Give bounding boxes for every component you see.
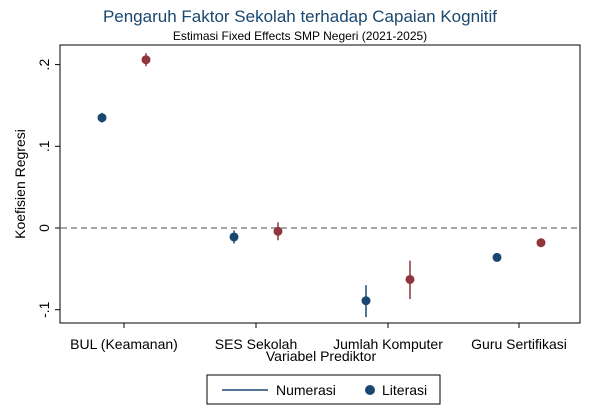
legend-dot-swatch <box>365 385 375 395</box>
y-tick-label: .1 <box>36 140 52 152</box>
x-axis-label: Variabel Prediktor <box>266 348 377 364</box>
legend: Numerasi Literasi <box>206 374 441 405</box>
x-tick-label: BUL (Keamanan) <box>70 336 178 352</box>
legend-label-literasi: Literasi <box>382 382 427 398</box>
chart-title: Pengaruh Faktor Sekolah terhadap Capaian… <box>103 7 497 26</box>
y-axis-label: Koefisien Regresi <box>12 129 28 239</box>
x-axis: BUL (Keamanan) SES Sekolah Jumlah Komputer… <box>70 323 567 352</box>
x-tick-label: SES Sekolah <box>215 336 298 352</box>
point-numerasi <box>492 252 502 262</box>
y-axis: .2 .1 0 -.1 <box>36 59 60 318</box>
point-literasi <box>405 274 415 284</box>
data-marks <box>97 53 546 318</box>
legend-label-numerasi: Numerasi <box>276 382 336 398</box>
y-tick-label: -.1 <box>36 301 52 318</box>
point-numerasi <box>361 296 371 306</box>
point-literasi <box>536 238 546 248</box>
y-tick-label: .2 <box>36 59 52 71</box>
point-literasi <box>273 226 283 236</box>
point-numerasi <box>97 113 107 123</box>
x-tick-label: Guru Sertifikasi <box>471 336 567 352</box>
y-tick-label: 0 <box>36 224 52 232</box>
chart-subtitle: Estimasi Fixed Effects SMP Negeri (2021-… <box>173 29 427 43</box>
point-numerasi <box>229 232 239 242</box>
point-literasi <box>141 55 151 65</box>
x-tick-label: Jumlah Komputer <box>333 336 443 352</box>
plot-frame <box>59 44 581 324</box>
